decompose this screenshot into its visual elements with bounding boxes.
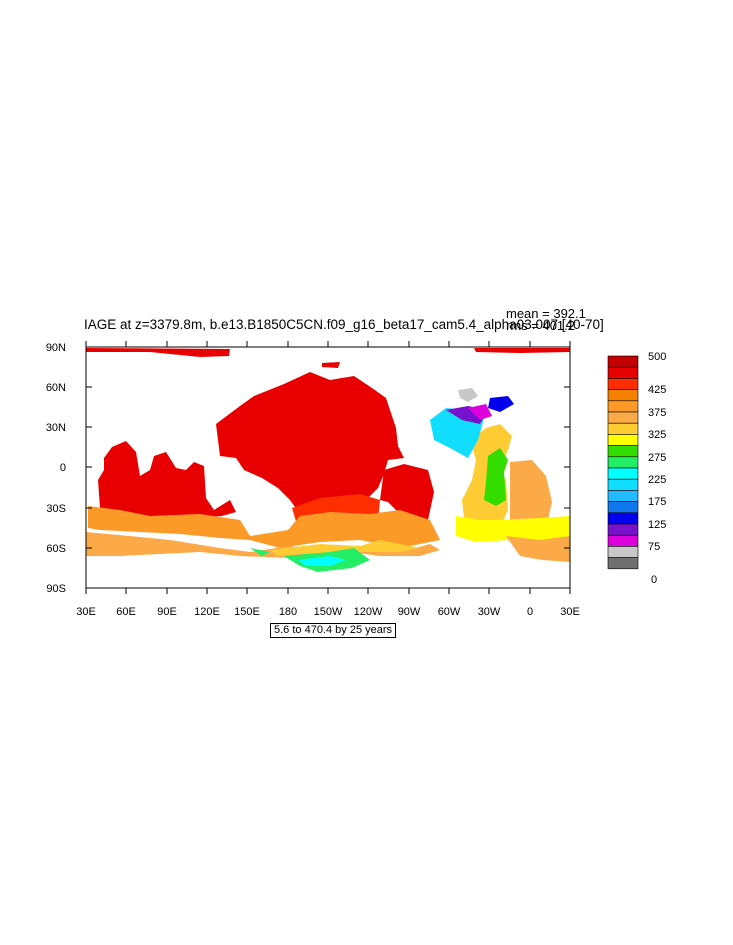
arctic-strip-west: [86, 348, 230, 357]
lon-label: 30E: [560, 606, 580, 618]
colorbar-swatch: [607, 434, 639, 446]
tick-marks: [85, 341, 571, 594]
colorbar-swatch: [607, 445, 639, 458]
nordic-blue: [488, 396, 514, 412]
colorbar-swatch: [607, 366, 639, 379]
lat-label: 0: [60, 462, 66, 474]
colorbar-swatch: [607, 378, 639, 390]
mean-value: mean = 392.1: [506, 306, 586, 321]
colorbar-swatch: [607, 546, 639, 558]
lon-label: 180: [279, 606, 297, 618]
colorbar-swatch: [607, 389, 639, 402]
ross-sea-core: [298, 556, 346, 566]
lon-label: 120W: [354, 606, 383, 618]
southern-band-orange: [88, 506, 440, 548]
colorbar-label: 425: [648, 384, 666, 396]
lat-labels: 90N 60N 30N 0 30S 60S 90S: [46, 342, 66, 595]
lat-label: 90N: [46, 342, 66, 354]
colorbar-label: 500: [648, 351, 666, 363]
colorbar-label: 175: [648, 496, 666, 508]
colorbar-swatch: [607, 523, 639, 536]
arctic-strip-east: [474, 348, 570, 353]
lat-label: 90S: [46, 583, 66, 595]
pacific-north: [216, 372, 404, 518]
lat-label: 60S: [46, 543, 66, 555]
rms-value: rms = 401.2: [506, 318, 576, 333]
colorbar-label: 0: [651, 574, 657, 586]
weddell-band: [250, 548, 270, 556]
colorbar-swatch: [607, 467, 639, 480]
plot-title: IAGE at z=3379.8m, b.e13.B1850C5CN.f09_g…: [84, 317, 604, 332]
colorbar: [607, 355, 639, 570]
colorbar-label: 325: [648, 429, 666, 441]
colorbar-label: 275: [648, 452, 666, 464]
lat-label: 60N: [46, 382, 66, 394]
colorbar-swatch: [607, 490, 639, 502]
lat-label: 30S: [46, 503, 66, 515]
colorbar-swatch: [607, 355, 639, 368]
lon-label: 30W: [478, 606, 501, 618]
lon-label: 60E: [116, 606, 136, 618]
colorbar-swatch: [607, 400, 639, 413]
indian-ocean: [98, 441, 236, 518]
colorbar-swatch: [607, 411, 639, 424]
colorbar-label: 375: [648, 407, 666, 419]
colorbar-label: 225: [648, 474, 666, 486]
colorbar-swatch: [607, 512, 639, 525]
colorbar-label: 125: [648, 519, 666, 531]
lon-label: 90E: [157, 606, 177, 618]
south-pacific-east: [380, 464, 434, 526]
contour-info-box: 5.6 to 470.4 by 25 years: [270, 623, 397, 638]
southern-band-yellow: [270, 540, 420, 556]
east-atlantic: [510, 460, 552, 532]
colorbar-label: 75: [648, 541, 660, 553]
lon-labels: 30E 60E 90E 120E 150E 180 150W 120W 90W …: [76, 606, 580, 618]
ocean-field: [86, 348, 570, 572]
atlantic-green: [484, 448, 508, 506]
labrador-magenta: [468, 404, 492, 420]
lon-label: 90W: [398, 606, 421, 618]
arctic-dot: [322, 362, 340, 368]
lon-label: 60W: [438, 606, 461, 618]
colorbar-swatch: [607, 422, 639, 435]
colorbar-labels: 500 425 375 325 275 225 175 125 75 0: [648, 351, 666, 586]
colorbar-swatch: [607, 478, 639, 491]
lon-label: 150W: [314, 606, 343, 618]
south-atlantic-orange: [506, 536, 570, 562]
arctic-gray: [458, 388, 478, 402]
colorbar-swatch: [607, 534, 639, 547]
south-atlantic-band: [456, 516, 570, 544]
colorbar-swatch: [607, 557, 639, 570]
lon-label: 150E: [234, 606, 260, 618]
colorbar-swatch: [607, 456, 639, 469]
lon-label: 120E: [194, 606, 220, 618]
lat-label: 30N: [46, 422, 66, 434]
colorbar-swatch: [607, 501, 639, 514]
lon-label: 30E: [76, 606, 96, 618]
lon-label: 0: [527, 606, 533, 618]
